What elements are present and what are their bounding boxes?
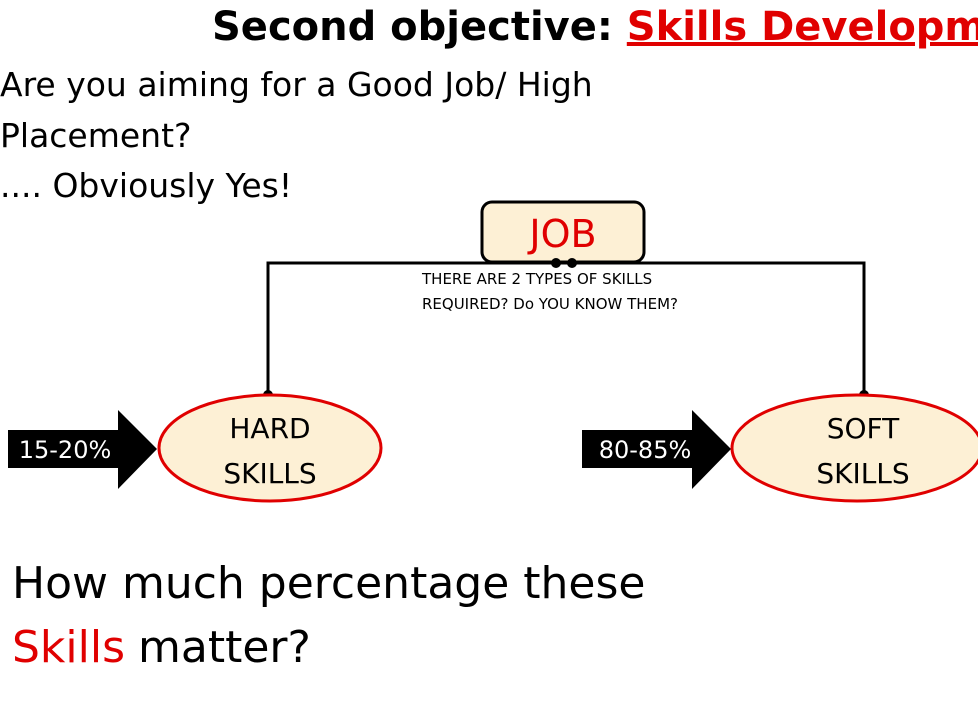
question-line: Skills matter?	[12, 622, 311, 673]
note-line: THERE ARE 2 TYPES OF SKILLS	[422, 270, 653, 288]
intro-line: .... Obviously Yes!	[0, 166, 293, 205]
dot	[567, 258, 577, 268]
dot	[551, 258, 561, 268]
title-text: Second objective:	[212, 4, 627, 50]
note-line: REQUIRED? Do YOU KNOW THEM?	[422, 295, 678, 313]
arrow	[8, 410, 157, 489]
intro-line: Placement?	[0, 116, 192, 155]
intro-line: Are you aiming for a Good Job/ High	[0, 65, 593, 104]
node-label: SOFT	[827, 412, 900, 445]
node-label: SKILLS	[816, 457, 909, 490]
question-line: How much percentage these	[12, 558, 646, 609]
share-label: 15-20%	[19, 436, 112, 464]
arrow	[582, 410, 731, 489]
soft-node	[730, 393, 978, 503]
question-highlight: Skills	[12, 622, 126, 673]
node-label: HARD	[229, 412, 310, 445]
share-label: 80-85%	[599, 436, 692, 464]
connector	[266, 261, 866, 395]
question-rest: matter?	[138, 622, 311, 673]
hard-node	[157, 393, 383, 503]
node-label: SKILLS	[223, 457, 316, 490]
title: Second objective: Skills Development	[212, 4, 978, 50]
title-highlight: Skills Development	[626, 4, 978, 50]
job-label: JOB	[527, 212, 596, 256]
